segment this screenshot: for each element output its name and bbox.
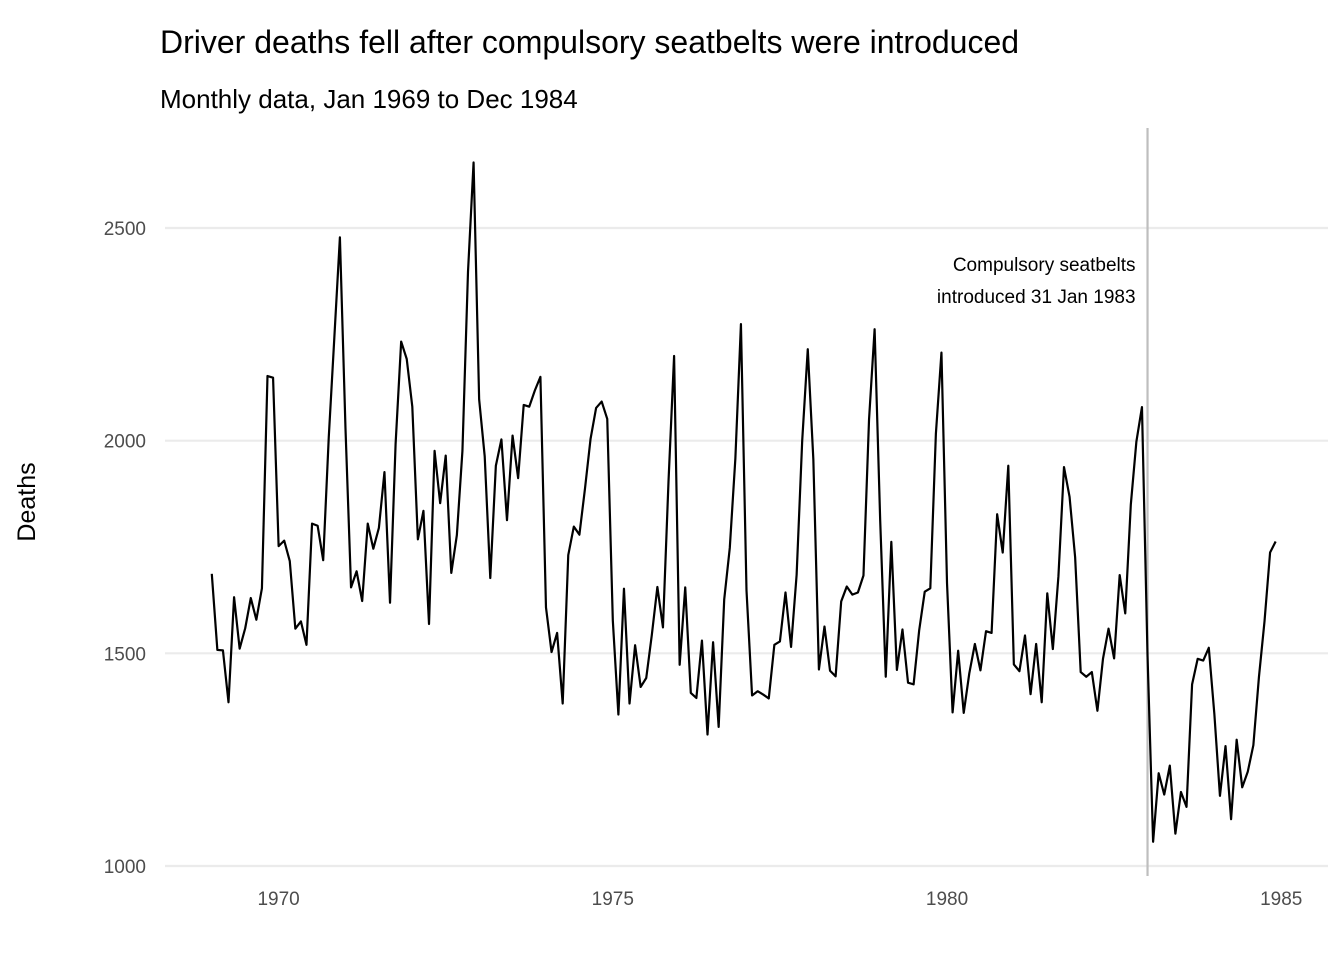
annotation: Compulsory seatbelts introduced 31 Jan 19… <box>937 255 1136 308</box>
gridlines <box>165 226 1328 868</box>
x-tick-label: 1980 <box>926 889 968 910</box>
chart-title: Driver deaths fell after compulsory seat… <box>160 24 1020 60</box>
x-tick-label: 1985 <box>1260 889 1302 910</box>
x-tick-label: 1975 <box>592 889 634 910</box>
x-axis: 1970 1975 1980 1985 <box>257 889 1302 910</box>
annotation-line: introduced 31 Jan 1983 <box>937 287 1136 308</box>
y-tick-label: 2500 <box>104 219 146 240</box>
deaths-series-line <box>210 161 1277 843</box>
x-tick-label: 1970 <box>257 889 299 910</box>
y-axis: 1000 1500 2000 2500 <box>104 219 146 878</box>
y-axis-title: Deaths <box>13 462 41 541</box>
series-layer <box>210 161 1277 843</box>
chart-subtitle: Monthly data, Jan 1969 to Dec 1984 <box>160 84 578 114</box>
y-tick-label: 1000 <box>104 857 146 878</box>
y-tick-label: 2000 <box>104 432 146 453</box>
y-tick-label: 1500 <box>104 644 146 665</box>
annotation-line: Compulsory seatbelts <box>953 255 1136 276</box>
